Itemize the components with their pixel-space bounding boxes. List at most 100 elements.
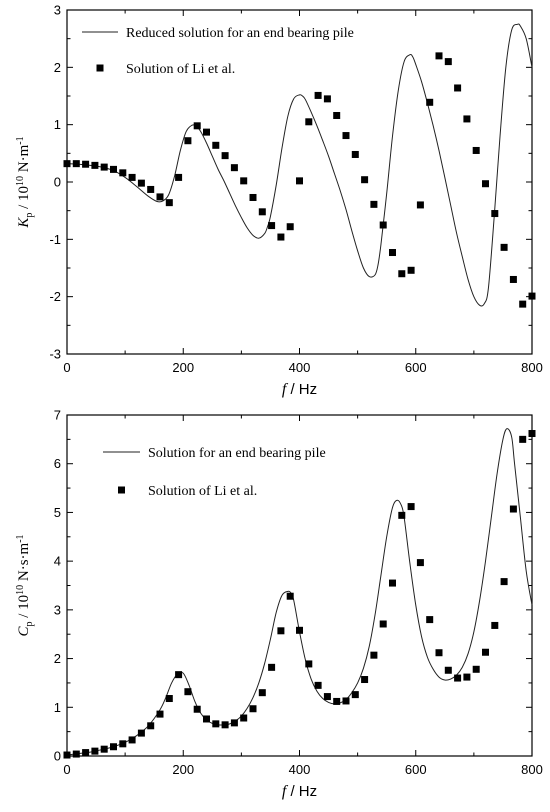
data-point xyxy=(91,747,99,755)
data-point xyxy=(444,666,452,674)
x-tick-label: 800 xyxy=(521,360,543,375)
data-point xyxy=(389,579,396,587)
data-point xyxy=(342,697,350,705)
y-tick-label: 7 xyxy=(54,408,61,423)
data-point xyxy=(258,689,266,697)
data-point xyxy=(175,671,183,679)
data-point xyxy=(472,665,480,673)
data-point xyxy=(426,616,434,624)
data-point xyxy=(286,592,294,600)
x-axis-label: f / Hz xyxy=(282,381,317,398)
data-point xyxy=(333,697,341,705)
data-point xyxy=(268,222,276,230)
y-tick-label: 1 xyxy=(54,117,61,132)
data-point xyxy=(212,720,220,728)
data-point xyxy=(314,91,322,99)
data-point xyxy=(416,559,424,567)
y-tick-label: 2 xyxy=(54,60,61,75)
data-point xyxy=(203,715,210,723)
data-point xyxy=(165,695,173,703)
data-point xyxy=(221,721,229,729)
legend: Reduced solution for an end bearing pile… xyxy=(82,26,354,77)
y-axis-label: Cp / 1010 N·s·m-1 xyxy=(15,534,35,636)
data-point xyxy=(110,165,117,173)
y-tick-label: 4 xyxy=(54,554,61,569)
data-point xyxy=(482,180,489,188)
data-point xyxy=(165,199,173,207)
data-point xyxy=(175,173,183,181)
data-point xyxy=(435,649,443,657)
data-point xyxy=(63,160,71,168)
data-point xyxy=(119,169,127,177)
y-tick-label: -2 xyxy=(49,289,61,304)
data-point xyxy=(435,52,443,60)
y-tick-label: 0 xyxy=(54,749,61,764)
data-point xyxy=(137,179,145,187)
data-point xyxy=(258,208,266,216)
data-point xyxy=(137,729,145,737)
y-axis-label: Kp / 1010 N·m-1 xyxy=(15,136,35,228)
data-point xyxy=(128,173,136,181)
data-point xyxy=(119,740,127,748)
data-point xyxy=(454,674,462,682)
data-point xyxy=(509,505,517,513)
y-tick-label: 6 xyxy=(54,456,61,471)
legend-label-line: Solution for an end bearing pile xyxy=(148,446,326,461)
x-tick-label: 200 xyxy=(172,762,194,777)
data-point xyxy=(323,693,331,701)
x-tick-label: 0 xyxy=(63,762,70,777)
data-point xyxy=(221,152,229,160)
data-point xyxy=(268,663,276,671)
data-point xyxy=(249,193,257,201)
data-point xyxy=(240,714,248,722)
data-point xyxy=(147,722,155,730)
x-axis-label: f / Hz xyxy=(282,783,317,800)
data-point xyxy=(203,128,210,136)
data-point xyxy=(426,98,434,106)
data-point xyxy=(491,210,499,218)
data-point xyxy=(72,750,80,758)
data-point xyxy=(277,233,285,241)
series-line xyxy=(66,23,533,307)
data-point xyxy=(351,150,359,158)
chart-2: 0 200 400 600 800 0 1 2 3 4 5 6 7 Solution for an end… xyxy=(15,408,543,801)
data-point xyxy=(333,111,341,119)
data-point xyxy=(500,243,508,251)
data-point xyxy=(212,141,220,149)
data-point xyxy=(407,266,415,274)
y-tick-label: 1 xyxy=(54,700,61,715)
x-tick-label: 0 xyxy=(63,360,70,375)
data-point xyxy=(398,270,406,278)
data-point xyxy=(509,275,517,283)
data-point xyxy=(230,719,238,727)
data-point xyxy=(100,745,108,753)
data-point xyxy=(379,221,387,229)
data-point xyxy=(463,115,471,123)
y-tick-label: 0 xyxy=(54,175,61,190)
data-point xyxy=(407,503,415,511)
x-tick-label: 600 xyxy=(405,360,427,375)
data-point xyxy=(82,749,90,757)
data-point xyxy=(184,137,192,145)
data-point xyxy=(128,736,136,744)
data-point xyxy=(147,185,155,193)
x-tick-label: 400 xyxy=(289,360,311,375)
data-point xyxy=(491,621,499,629)
data-point xyxy=(305,118,313,126)
legend: Solution for an end bearing pile Solution… xyxy=(103,446,326,499)
data-point xyxy=(463,673,471,681)
y-tick-label: -1 xyxy=(49,232,61,247)
legend-label-markers: Solution of Li et al. xyxy=(148,484,257,499)
data-point xyxy=(351,691,359,699)
data-point xyxy=(444,58,452,66)
legend-marker-swatch xyxy=(96,64,104,72)
data-point xyxy=(91,161,99,169)
chart-1: 0 200 400 600 800 -3 -2 -1 0 1 2 3 Reduced solution … xyxy=(15,3,543,399)
data-point xyxy=(323,95,331,103)
data-point xyxy=(193,122,201,130)
data-point xyxy=(342,132,350,140)
x-tick-label: 600 xyxy=(405,762,427,777)
data-point xyxy=(528,430,536,438)
legend-label-line: Reduced solution for an end bearing pile xyxy=(126,26,354,41)
